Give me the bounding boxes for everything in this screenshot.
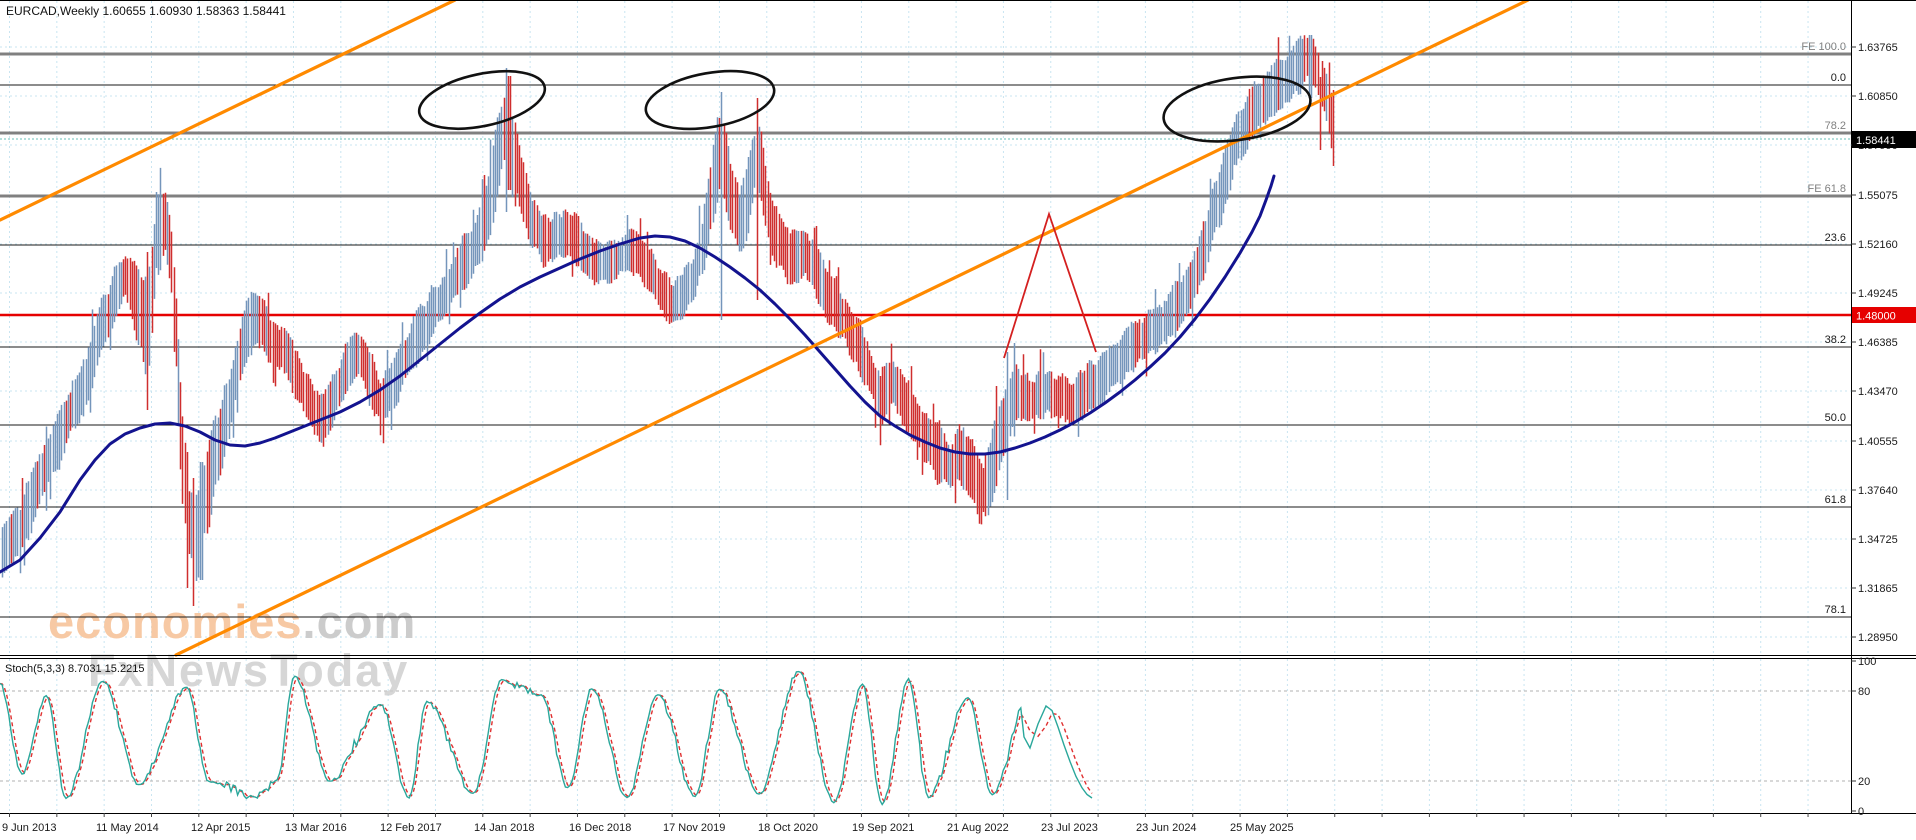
watermark-subtitle: FxNewsToday (88, 645, 409, 696)
fib-retracement-label: 50.0 (1825, 412, 1846, 424)
price-tick-label: 1.34725 (1858, 534, 1898, 546)
stoch-scale-label: 0 (1858, 806, 1864, 818)
price-tick-label: 1.43470 (1858, 386, 1898, 398)
highlight-ellipse (644, 69, 776, 131)
watermark-logo: economies.com (48, 595, 416, 648)
date-axis-label: 9 Jun 2013 (2, 822, 56, 834)
price-bars (1, 35, 1335, 606)
stochastic-signal-line (0, 671, 1093, 804)
trend-line (174, 0, 1530, 657)
trend-channel-lines (0, 0, 1530, 657)
date-axis-label: 21 Aug 2022 (947, 822, 1009, 834)
fib-expansion-label: 78.2 (1825, 120, 1846, 132)
fib-retracement-label: 61.8 (1825, 494, 1846, 506)
stochastic-label: Stoch(5,3,3) 8.7031 15.2215 (5, 663, 144, 675)
zigzag-annotation (1003, 211, 1097, 359)
highlight-ellipse (417, 69, 547, 131)
current-price-flag (1852, 131, 1916, 148)
price-tick-label: 1.60850 (1858, 91, 1898, 103)
date-axis-label: 17 Nov 2019 (663, 822, 725, 834)
fib-expansion-label: FE 61.8 (1807, 183, 1846, 195)
date-axis-label: 23 Jul 2023 (1041, 822, 1098, 834)
stoch-scale-label: 80 (1858, 686, 1870, 698)
price-tick-label: 1.28950 (1858, 632, 1898, 644)
stoch-scale-label: 100 (1858, 656, 1876, 668)
up-bars (1, 35, 1328, 581)
fib-retracement-label: 23.6 (1825, 232, 1846, 244)
stochastic-indicator (0, 670, 1093, 806)
price-tick-label: 1.46385 (1858, 337, 1898, 349)
price-tick-label: 1.55075 (1858, 190, 1898, 202)
price-tick-label: 1.40555 (1858, 436, 1898, 448)
moving-average-polyline (0, 174, 1276, 574)
fib-retracement-label: 78.1 (1825, 604, 1846, 616)
date-axis-label: 11 May 2014 (96, 822, 159, 834)
moving-average-line (0, 174, 1276, 574)
date-axis-label: 12 Feb 2017 (380, 822, 442, 834)
support-price-flag (1852, 307, 1916, 323)
current-price-flag-label: 1.58441 (1856, 135, 1896, 147)
fib-retracement-label: 0.0 (1831, 72, 1846, 84)
fib-retracement-label: 38.2 (1825, 334, 1846, 346)
down-bars (10, 35, 1335, 606)
price-tick-label: 1.63765 (1858, 42, 1898, 54)
fibonacci-and-support-lines (0, 52, 1851, 618)
annotations (417, 69, 1312, 359)
date-axis-label: 14 Jan 2018 (474, 822, 535, 834)
date-axis-label: 16 Dec 2018 (569, 822, 631, 834)
price-tick-label: 1.37640 (1858, 485, 1898, 497)
chart-frame (0, 0, 1916, 817)
trend-line (0, 0, 457, 222)
fib-expansion-label: FE 100.0 (1801, 41, 1846, 53)
date-axis-label: 18 Oct 2020 (758, 822, 818, 834)
highlight-ellipse (1162, 75, 1312, 143)
date-axis-label: 23 Jun 2024 (1136, 822, 1197, 834)
date-axis-label: 19 Sep 2021 (852, 822, 914, 834)
stochastic-main-line (0, 670, 1093, 806)
date-axis-label: 13 Mar 2016 (285, 822, 347, 834)
date-axis-label: 25 May 2025 (1230, 822, 1294, 834)
stoch-scale-label: 20 (1858, 776, 1870, 788)
price-tick-label: 1.49245 (1858, 288, 1898, 300)
price-tick-label: 1.31865 (1858, 583, 1898, 595)
price-tick-label: 1.52160 (1858, 239, 1898, 251)
date-axis-label: 12 Apr 2015 (191, 822, 250, 834)
support-price-flag-label: 1.48000 (1856, 311, 1896, 323)
chart-title-ohlc: EURCAD,Weekly 1.60655 1.60930 1.58363 1.… (6, 4, 286, 18)
